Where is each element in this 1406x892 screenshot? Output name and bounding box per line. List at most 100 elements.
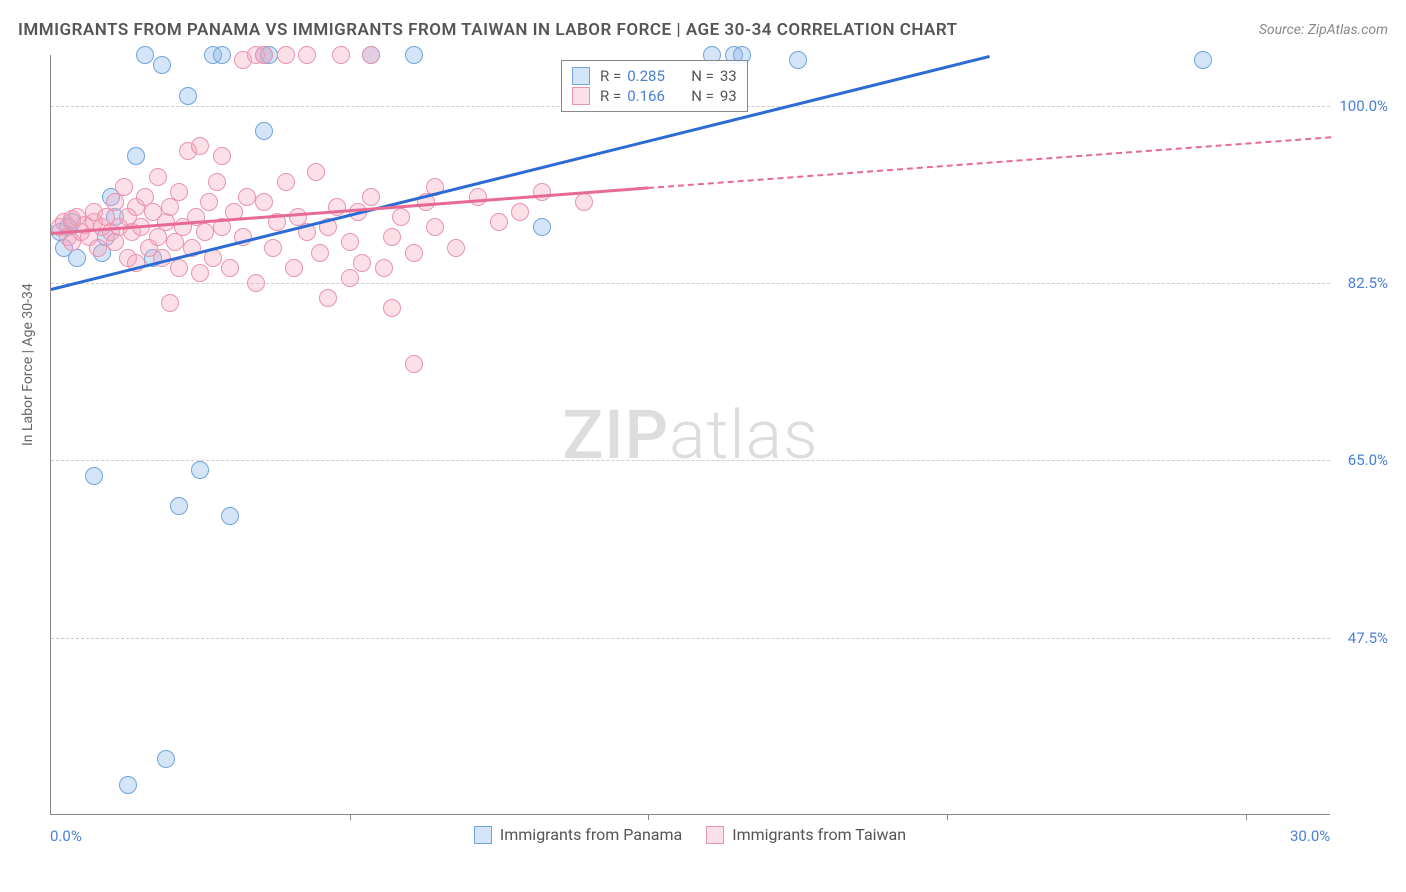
r-value: 0.166 xyxy=(627,87,677,105)
scatter-point-panama xyxy=(157,750,175,768)
n-value: 93 xyxy=(720,87,737,105)
scatter-point-taiwan xyxy=(196,223,214,241)
y-tick-label: 65.0% xyxy=(1348,451,1388,469)
bottom-legend: Immigrants from Panama Immigrants from T… xyxy=(50,825,1330,844)
x-tick-label: 0.0% xyxy=(50,827,82,845)
scatter-point-taiwan xyxy=(533,183,551,201)
legend-item-taiwan: Immigrants from Taiwan xyxy=(706,825,906,844)
legend-item-panama: Immigrants from Panama xyxy=(474,825,682,844)
n-label: N = xyxy=(691,67,714,85)
scatter-point-taiwan xyxy=(447,239,465,257)
chart-title: IMMIGRANTS FROM PANAMA VS IMMIGRANTS FRO… xyxy=(18,20,958,40)
r-label: R = xyxy=(600,87,621,105)
scatter-point-panama xyxy=(85,467,103,485)
scatter-point-taiwan xyxy=(341,233,359,251)
scatter-point-taiwan xyxy=(426,218,444,236)
scatter-point-panama xyxy=(789,51,807,69)
scatter-point-panama xyxy=(179,87,197,105)
scatter-point-taiwan xyxy=(277,173,295,191)
scatter-point-taiwan xyxy=(341,269,359,287)
scatter-point-taiwan xyxy=(255,193,273,211)
correlation-legend-row: R = 0.166 N = 93 xyxy=(572,87,737,105)
scatter-point-panama xyxy=(255,122,273,140)
scatter-point-panama xyxy=(119,776,137,794)
scatter-point-taiwan xyxy=(319,289,337,307)
scatter-point-taiwan xyxy=(191,137,209,155)
scatter-point-panama xyxy=(1194,51,1212,69)
n-label: N = xyxy=(691,87,714,105)
scatter-point-taiwan xyxy=(264,239,282,257)
scatter-point-taiwan xyxy=(328,198,346,216)
source-value: ZipAtlas.com xyxy=(1308,22,1388,38)
scatter-point-taiwan xyxy=(89,239,107,257)
gridline-horizontal xyxy=(51,638,1330,639)
y-tick-label: 47.5% xyxy=(1348,629,1388,647)
legend-swatch-taiwan xyxy=(706,826,724,844)
scatter-point-taiwan xyxy=(208,173,226,191)
x-tick xyxy=(1246,814,1247,820)
watermark-atlas: atlas xyxy=(669,395,819,475)
scatter-point-panama xyxy=(127,147,145,165)
source-attribution: Source: ZipAtlas.com xyxy=(1259,22,1388,38)
scatter-point-panama xyxy=(405,46,423,64)
scatter-point-taiwan xyxy=(221,259,239,277)
scatter-point-taiwan xyxy=(285,259,303,277)
legend-label-panama: Immigrants from Panama xyxy=(500,825,682,844)
legend-label-taiwan: Immigrants from Taiwan xyxy=(732,825,906,844)
scatter-point-panama xyxy=(170,497,188,515)
scatter-point-taiwan xyxy=(353,254,371,272)
x-tick xyxy=(350,814,351,820)
scatter-point-taiwan xyxy=(277,46,295,64)
scatter-point-taiwan xyxy=(469,188,487,206)
plot-area: ZIPatlas R = 0.285 N = 33 R = 0.166 N = 93 xyxy=(50,55,1330,815)
source-label: Source: xyxy=(1259,22,1304,38)
scatter-point-taiwan xyxy=(362,188,380,206)
scatter-point-taiwan xyxy=(106,233,124,251)
correlation-legend-row: R =0.285N =33 xyxy=(572,67,737,85)
y-tick-label: 100.0% xyxy=(1339,97,1388,115)
scatter-point-taiwan xyxy=(255,46,273,64)
scatter-point-taiwan xyxy=(115,178,133,196)
scatter-point-taiwan xyxy=(200,193,218,211)
watermark-zip: ZIP xyxy=(562,395,669,475)
legend-swatch xyxy=(572,87,590,105)
scatter-point-taiwan xyxy=(191,264,209,282)
scatter-point-taiwan xyxy=(170,259,188,277)
scatter-point-taiwan xyxy=(392,208,410,226)
scatter-point-taiwan xyxy=(149,168,167,186)
n-value: 33 xyxy=(720,67,737,85)
scatter-point-taiwan xyxy=(405,244,423,262)
scatter-point-panama xyxy=(213,46,231,64)
legend-swatch-panama xyxy=(474,826,492,844)
correlation-legend: R = 0.285 N = 33 R = 0.166 N = 93 xyxy=(561,60,748,112)
x-tick xyxy=(947,814,948,820)
scatter-point-taiwan xyxy=(247,274,265,292)
scatter-point-taiwan xyxy=(383,228,401,246)
trend-line-taiwan-dashed xyxy=(648,136,1331,189)
legend-swatch xyxy=(572,67,590,85)
scatter-point-panama xyxy=(136,46,154,64)
scatter-point-taiwan xyxy=(575,193,593,211)
x-tick xyxy=(648,814,649,820)
scatter-point-panama xyxy=(153,56,171,74)
scatter-point-taiwan xyxy=(375,259,393,277)
scatter-point-taiwan xyxy=(213,147,231,165)
scatter-point-panama xyxy=(221,507,239,525)
scatter-point-taiwan xyxy=(170,183,188,201)
scatter-point-taiwan xyxy=(383,299,401,317)
scatter-point-taiwan xyxy=(511,203,529,221)
scatter-point-taiwan xyxy=(490,213,508,231)
scatter-point-taiwan xyxy=(311,244,329,262)
scatter-point-taiwan xyxy=(161,294,179,312)
scatter-point-taiwan xyxy=(238,188,256,206)
y-axis-label: In Labor Force | Age 30-34 xyxy=(20,283,36,446)
scatter-point-taiwan xyxy=(405,355,423,373)
scatter-point-taiwan xyxy=(362,46,380,64)
y-tick-label: 82.5% xyxy=(1348,274,1388,292)
scatter-point-taiwan xyxy=(298,46,316,64)
x-tick-label: 30.0% xyxy=(1290,827,1330,845)
scatter-point-panama xyxy=(533,218,551,236)
scatter-point-panama xyxy=(191,461,209,479)
r-value: 0.285 xyxy=(627,67,677,85)
watermark: ZIPatlas xyxy=(562,395,818,475)
